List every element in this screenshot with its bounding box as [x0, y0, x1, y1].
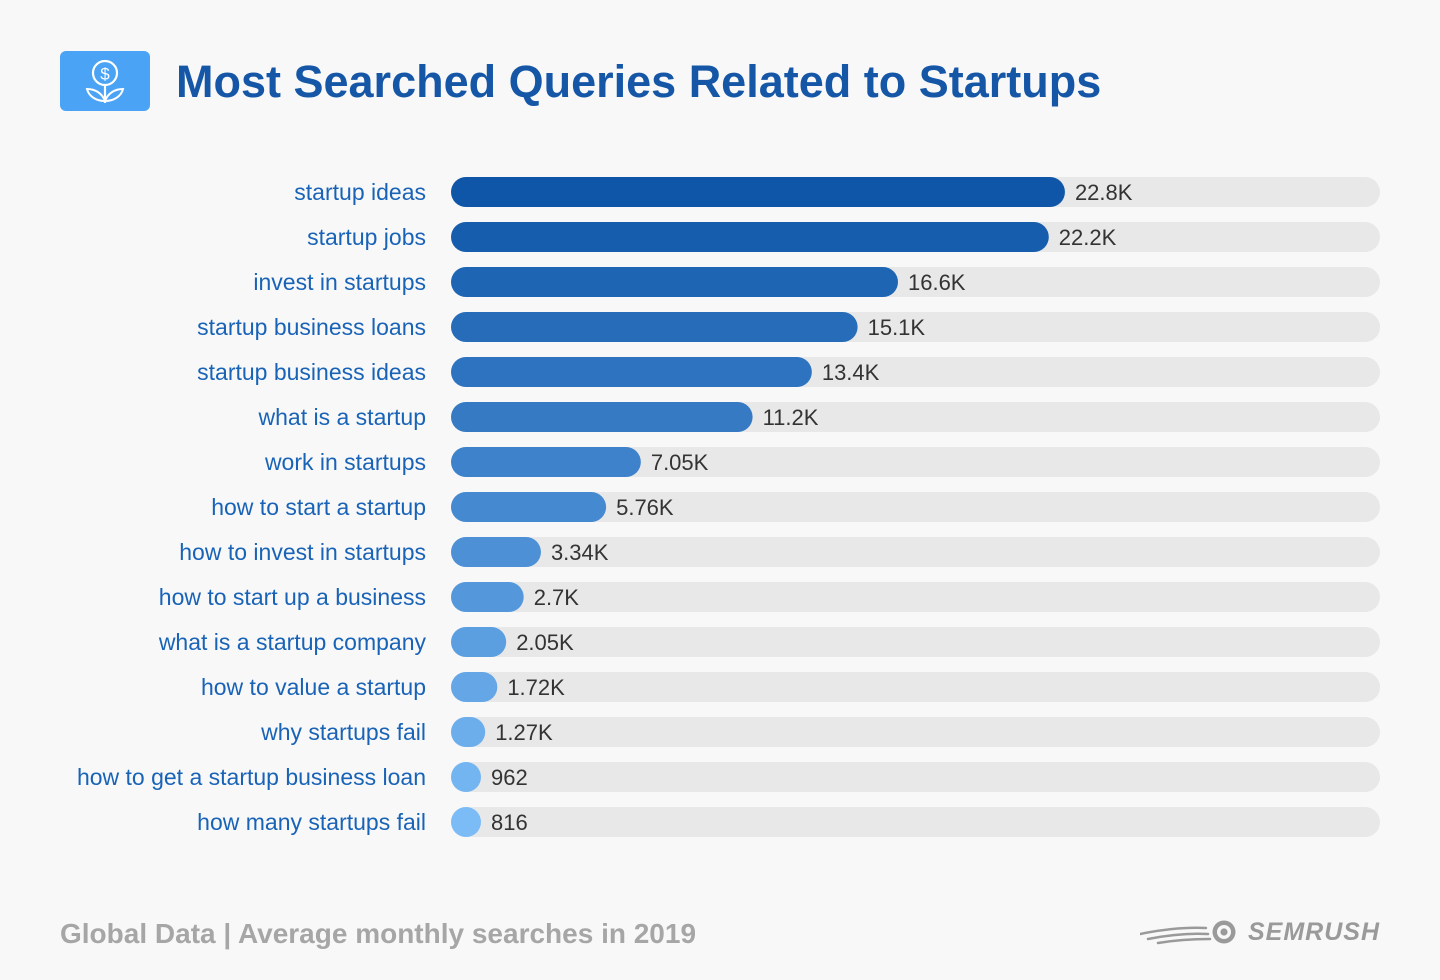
bar-chart: startup ideas 22.8K startup jobs 22.2K inves… — [77, 177, 1380, 837]
bar — [451, 717, 486, 747]
category-label: work in startups — [264, 449, 426, 475]
bar — [451, 267, 898, 297]
semrush-logo-icon — [1139, 920, 1236, 945]
value-label: 13.4K — [822, 360, 880, 385]
value-label: 22.2K — [1059, 225, 1117, 250]
bar — [451, 627, 507, 657]
category-label: how to start up a business — [159, 584, 426, 610]
bar — [451, 357, 812, 387]
bar — [451, 177, 1065, 207]
value-label: 816 — [491, 810, 528, 835]
bar-track — [451, 717, 1380, 747]
category-label: what is a startup — [258, 404, 426, 430]
category-label: why startups fail — [260, 719, 426, 745]
value-label: 1.27K — [495, 720, 553, 745]
value-label: 11.2K — [763, 405, 819, 430]
data-source-note: Global Data | Average monthly searches i… — [60, 918, 697, 949]
value-label: 5.76K — [616, 495, 674, 520]
value-label: 3.34K — [551, 540, 609, 565]
category-label: startup jobs — [307, 224, 426, 250]
value-label: 7.05K — [651, 450, 709, 475]
bar-track — [451, 627, 1380, 657]
category-label: startup business ideas — [197, 359, 426, 385]
category-label: how many startups fail — [197, 809, 426, 835]
bar — [451, 402, 753, 432]
bar — [451, 672, 498, 702]
category-label: how to start a startup — [211, 494, 426, 520]
page-title: Most Searched Queries Related to Startup… — [176, 56, 1102, 107]
category-label: how to get a startup business loan — [77, 764, 426, 790]
money-plant-icon: $ — [60, 51, 150, 111]
category-label: how to value a startup — [201, 674, 426, 700]
svg-text:$: $ — [100, 65, 110, 84]
value-label: 2.7K — [534, 585, 580, 610]
value-label: 16.6K — [908, 270, 966, 295]
category-label: what is a startup company — [158, 629, 427, 655]
bar-track — [451, 807, 1380, 837]
value-label: 2.05K — [516, 630, 574, 655]
bar-track — [451, 537, 1380, 567]
value-label: 962 — [491, 765, 528, 790]
category-label: invest in startups — [253, 269, 426, 295]
category-label: startup ideas — [294, 179, 426, 205]
bar — [451, 447, 641, 477]
category-label: startup business loans — [197, 314, 426, 340]
category-label: how to invest in startups — [179, 539, 426, 565]
bar-track — [451, 762, 1380, 792]
bar-track — [451, 492, 1380, 522]
value-label: 22.8K — [1075, 180, 1133, 205]
value-label: 15.1K — [868, 315, 926, 340]
brand-name: SEMRUSH — [1247, 918, 1380, 946]
bar — [451, 807, 481, 837]
bar-track — [451, 582, 1380, 612]
bar — [451, 537, 541, 567]
bar-track — [451, 672, 1380, 702]
bar — [451, 492, 607, 522]
bar-track — [451, 447, 1380, 477]
value-label: 1.72K — [507, 675, 565, 700]
brand-logo: SEMRUSH — [1139, 912, 1380, 952]
bar — [451, 222, 1049, 252]
bar — [451, 582, 524, 612]
bar — [451, 762, 481, 792]
bar — [451, 312, 858, 342]
